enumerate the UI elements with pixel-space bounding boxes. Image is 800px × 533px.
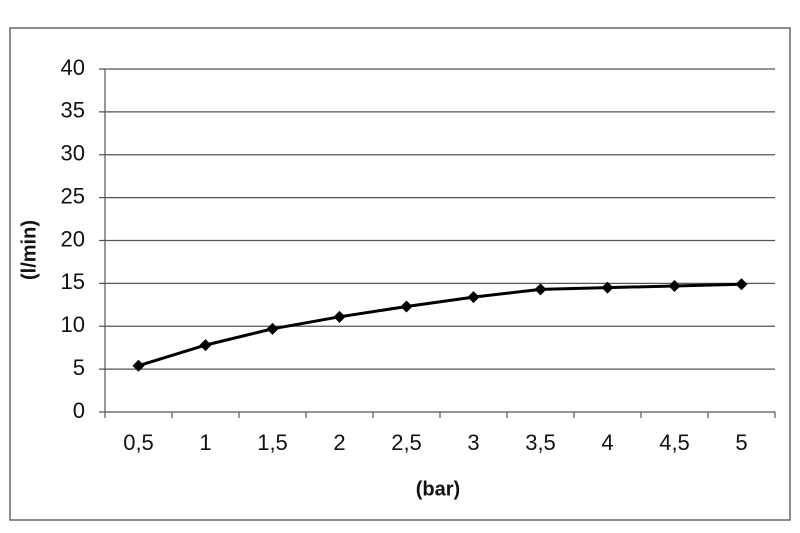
x-tick-label: 2 bbox=[333, 430, 345, 455]
x-tick-label: 5 bbox=[735, 430, 747, 455]
y-tick-label: 20 bbox=[61, 226, 85, 251]
y-tick-label: 35 bbox=[61, 98, 85, 123]
y-tick-label: 40 bbox=[61, 55, 85, 80]
chart-border bbox=[9, 27, 791, 521]
marker bbox=[400, 300, 413, 313]
marker bbox=[534, 283, 547, 296]
y-tick-label: 10 bbox=[61, 312, 85, 337]
x-tick-label: 0,5 bbox=[123, 430, 154, 455]
y-tick-label: 30 bbox=[61, 141, 85, 166]
x-tick-label: 4,5 bbox=[659, 430, 690, 455]
y-tick-label: 15 bbox=[61, 269, 85, 294]
marker bbox=[735, 278, 748, 291]
x-tick-label: 1 bbox=[199, 430, 211, 455]
x-tick-label: 1,5 bbox=[257, 430, 288, 455]
x-tick-label: 3,5 bbox=[525, 430, 556, 455]
y-tick-label: 0 bbox=[73, 398, 85, 423]
marker bbox=[132, 359, 145, 372]
line bbox=[138, 282, 742, 368]
x-tick-label: 2,5 bbox=[391, 430, 422, 455]
marker bbox=[266, 322, 279, 335]
marker bbox=[601, 281, 614, 294]
x-tick-label: 3 bbox=[467, 430, 479, 455]
x-axis-label: (bar) bbox=[416, 478, 460, 500]
y-tick-label: 5 bbox=[73, 355, 85, 380]
marker bbox=[668, 279, 681, 292]
y-tick-label: 25 bbox=[61, 183, 85, 208]
marker bbox=[333, 310, 346, 323]
y-axis-label: (l/min) bbox=[18, 220, 40, 280]
marker bbox=[199, 339, 212, 352]
marker bbox=[467, 291, 480, 304]
x-tick-label: 4 bbox=[601, 430, 613, 455]
